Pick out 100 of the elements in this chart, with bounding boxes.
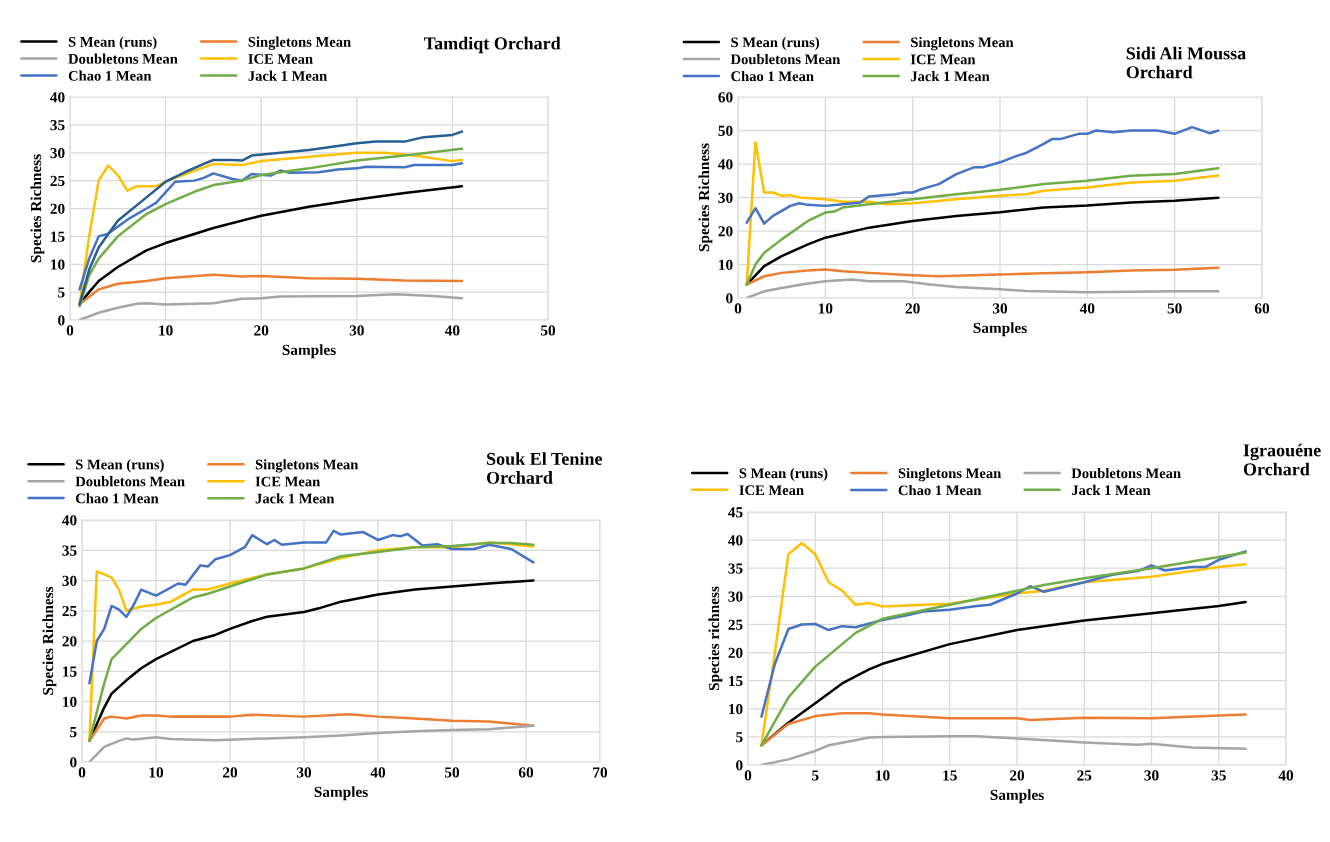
line-series: [745, 278, 1220, 298]
y-tick-label: 0: [58, 315, 65, 326]
x-tick-label: 10: [149, 767, 164, 778]
legend-label: Singletons Mean: [255, 459, 359, 473]
x-tick-label: 10: [159, 325, 173, 336]
legend-label: Doubletons Mean: [730, 53, 841, 65]
x-tick-label: 40: [444, 325, 460, 336]
x-tick-label: 60: [1254, 303, 1270, 314]
y-tick-label: 20: [50, 203, 65, 214]
legend-label: Jack 1 Mean: [1071, 484, 1151, 496]
x-tick-label: 20: [223, 767, 238, 778]
x-tick-label: 30: [1144, 770, 1159, 781]
y-tick-label: 25: [728, 619, 743, 630]
legend-label: Jack 1 Mean: [248, 70, 328, 81]
y-tick-label: 50: [718, 125, 733, 136]
legend-label: ICE Mean: [910, 54, 976, 65]
x-tick-label: 30: [349, 325, 364, 336]
x-tick-label: 25: [1077, 770, 1092, 781]
y-tick-label: 60: [718, 92, 733, 103]
legend-label: ICE Mean: [248, 54, 313, 64]
legend-label: Chao 1 Mean: [731, 70, 814, 82]
x-tick-label: 0: [78, 767, 86, 778]
y-tick-label: 25: [62, 605, 77, 617]
line-series: [88, 529, 535, 685]
line-series: [745, 125, 1220, 225]
y-tick-label: 15: [63, 666, 77, 677]
y-tick-label: 10: [719, 259, 733, 270]
y-tick-label: 30: [62, 575, 77, 586]
legend-label: S Mean (runs): [731, 36, 820, 51]
x-tick-label: 0: [744, 770, 752, 781]
line-series: [88, 712, 535, 743]
x-axis-title: Samples: [973, 322, 1027, 337]
x-tick-label: 70: [593, 767, 608, 778]
y-tick-label: 15: [729, 675, 743, 687]
x-tick-label: 20: [905, 303, 920, 314]
legend-label: Chao 1 Mean: [75, 493, 159, 504]
x-tick-label: 15: [943, 770, 957, 781]
line-series: [745, 266, 1220, 286]
x-tick-label: 50: [1167, 303, 1182, 314]
y-tick-label: 10: [729, 703, 743, 715]
y-axis-title: Species Richness: [698, 143, 713, 252]
legend-label: ICE Mean: [739, 485, 804, 496]
legend-label: Jack 1 Mean: [910, 71, 990, 82]
y-tick-label: 20: [62, 636, 77, 647]
x-tick-label: 5: [812, 770, 819, 781]
y-axis-title: Species Richness: [42, 586, 57, 695]
y-tick-label: 15: [51, 231, 65, 242]
legend-label: Singletons Mean: [248, 36, 351, 50]
y-tick-label: 35: [62, 545, 77, 556]
legend-label: Doubletons Mean: [75, 476, 185, 487]
y-tick-label: 0: [726, 293, 733, 304]
x-tick-label: 50: [444, 767, 460, 778]
x-tick-label: 20: [254, 325, 269, 336]
legend-label: Singletons Mean: [911, 36, 1014, 51]
y-tick-label: 30: [50, 147, 65, 159]
y-tick-label: 35: [50, 120, 65, 131]
legend-label: Doubletons Mean: [68, 53, 178, 64]
chart-title: Tamdiqt Orchard: [424, 36, 561, 54]
chart-title: Sidi Ali Moussa Orchard: [1126, 46, 1246, 79]
y-tick-label: 40: [62, 515, 77, 526]
y-tick-label: 10: [51, 259, 65, 270]
x-axis-title: Samples: [990, 789, 1044, 804]
line-series: [88, 724, 535, 762]
y-tick-label: 0: [736, 760, 743, 771]
legend-label: ICE Mean: [255, 476, 321, 487]
x-tick-label: 40: [1278, 770, 1294, 781]
y-tick-label: 40: [718, 159, 733, 170]
y-tick-label: 0: [70, 757, 77, 768]
legend-label: S Mean (runs): [739, 467, 828, 482]
x-tick-label: 10: [876, 770, 890, 781]
y-tick-label: 5: [70, 727, 77, 738]
line-series: [78, 162, 464, 291]
y-tick-label: 5: [58, 287, 65, 298]
legend-label: Singletons Mean: [898, 467, 1002, 482]
legend-label: Doubletons Mean: [1071, 467, 1181, 479]
x-axis-title: Samples: [314, 786, 368, 801]
legend-label: S Mean (runs): [68, 36, 157, 50]
legend-label: Chao 1 Mean: [68, 70, 152, 81]
x-tick-label: 40: [370, 767, 386, 778]
y-axis-title: Species richness: [708, 586, 723, 691]
y-tick-label: 40: [728, 535, 743, 546]
y-tick-label: 20: [728, 647, 743, 659]
x-tick-label: 30: [296, 767, 312, 778]
y-tick-label: 25: [50, 175, 65, 187]
chart-title: Igraouéne Orchard: [1243, 443, 1321, 476]
y-tick-label: 5: [736, 732, 743, 743]
y-tick-label: 40: [50, 92, 65, 103]
x-tick-label: 50: [540, 325, 556, 336]
x-tick-label: 20: [1010, 770, 1025, 781]
x-tick-label: 40: [1079, 303, 1095, 314]
x-tick-label: 10: [818, 303, 833, 314]
line-series: [760, 712, 1247, 747]
legend-label: S Mean (runs): [76, 459, 164, 473]
line-series: [78, 293, 464, 320]
line-series: [760, 735, 1247, 765]
x-axis-title: Samples: [282, 344, 336, 359]
y-tick-label: 10: [63, 696, 77, 707]
y-axis-title: Species Richness: [30, 154, 45, 263]
x-tick-label: 30: [992, 303, 1008, 314]
x-tick-label: 60: [518, 767, 534, 778]
